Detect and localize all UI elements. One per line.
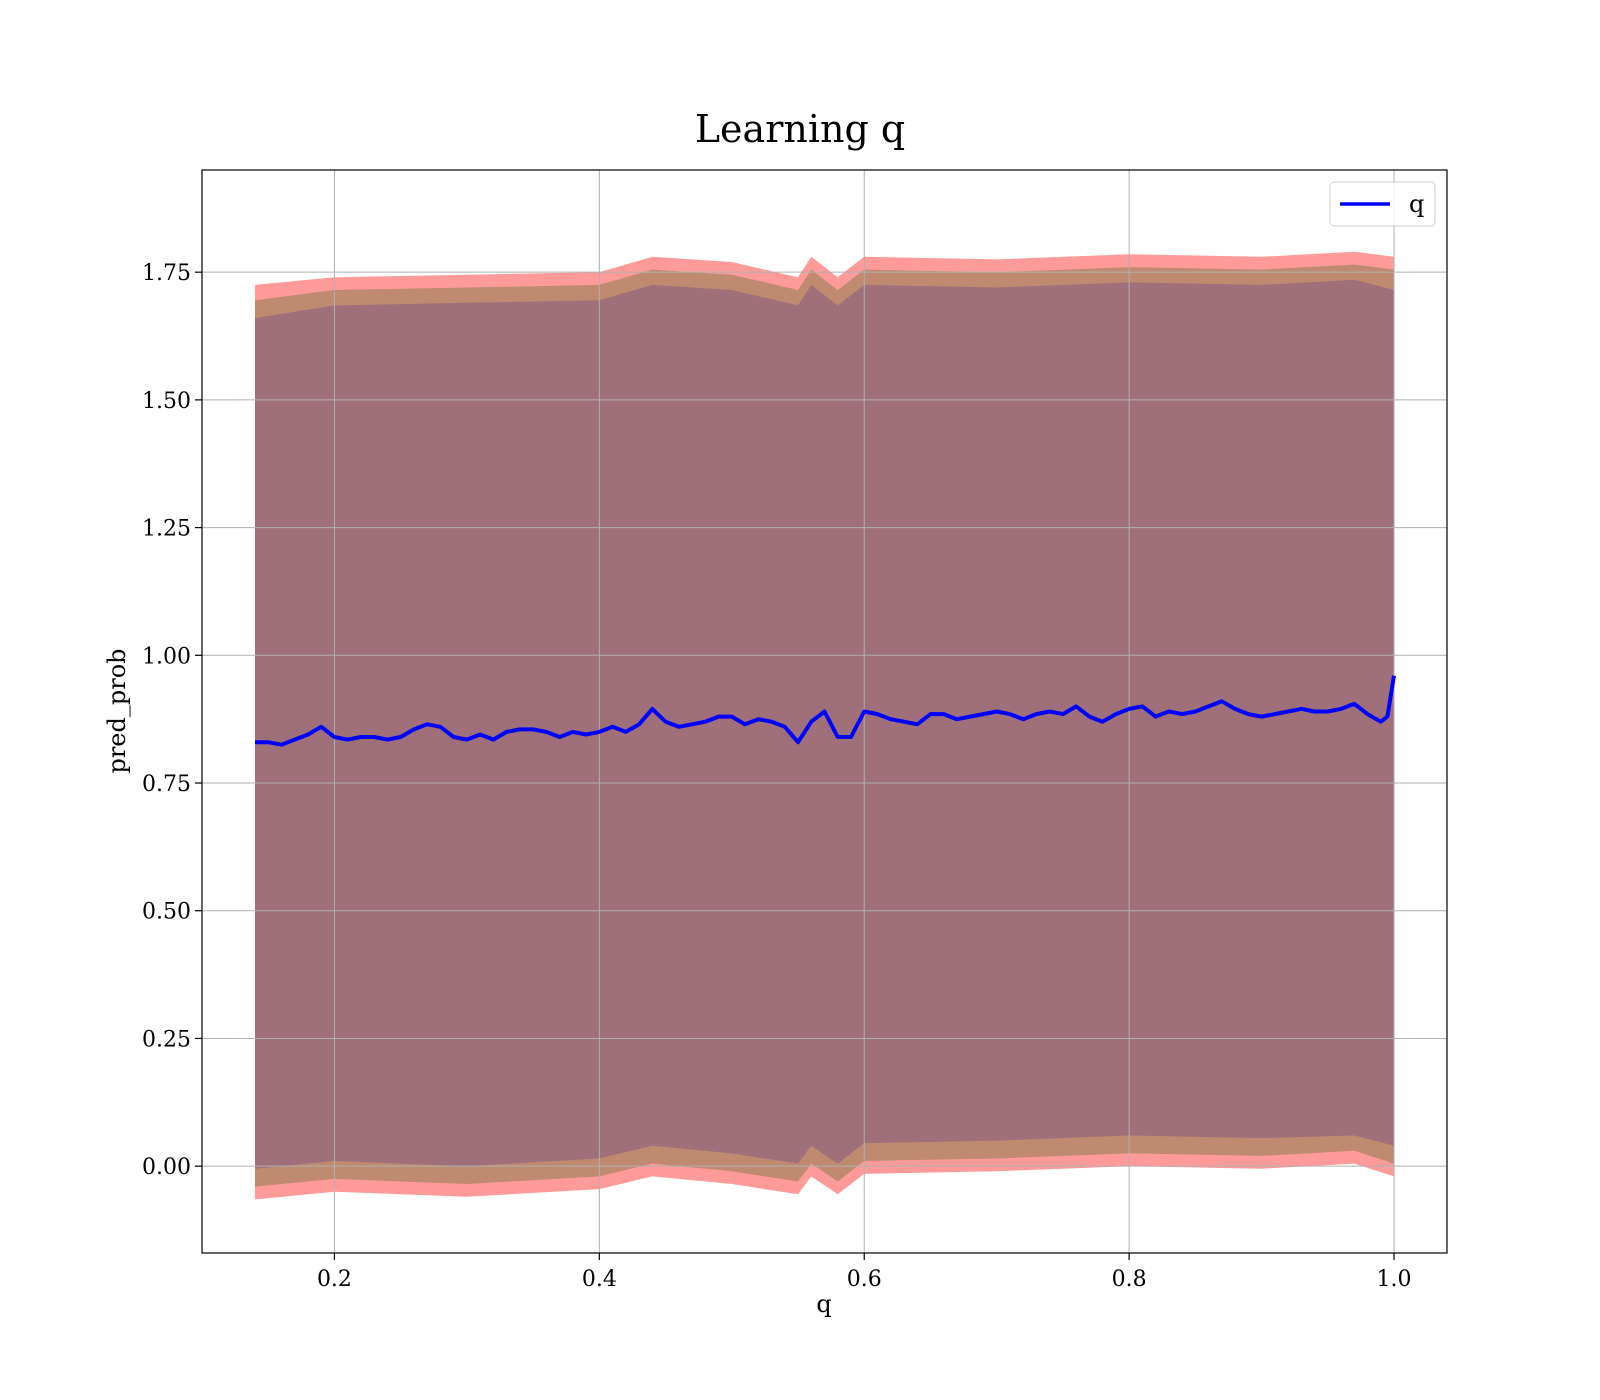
y-tick-label-1: 0.25 — [142, 1027, 191, 1052]
x-tick-label-1: 0.4 — [582, 1267, 617, 1292]
band-inner — [255, 279, 1394, 1169]
y-tick-label-5: 1.25 — [142, 517, 191, 542]
y-tick-label-4: 1.00 — [142, 644, 191, 669]
x-tick-label-0: 0.2 — [317, 1267, 352, 1292]
x-axis: 0.2 0.4 0.6 0.8 1.0 — [317, 1253, 1412, 1292]
x-tick-label-3: 0.8 — [1112, 1267, 1147, 1292]
x-axis-label: q — [816, 1290, 831, 1318]
chart-title: Learning q — [695, 107, 905, 151]
y-axis-label: pred_prob — [103, 648, 131, 773]
series-line-q — [255, 675, 1396, 747]
legend: q — [1329, 181, 1436, 227]
confidence-bands — [255, 251, 1394, 1200]
x-tick-label-4: 1.0 — [1377, 1267, 1412, 1292]
legend-label-q: q — [1409, 190, 1424, 218]
series-layer — [255, 675, 1396, 747]
plot-frame — [201, 169, 1448, 1254]
y-axis: 0.00 0.25 0.50 0.75 1.00 1.25 1.50 1.75 — [142, 261, 202, 1180]
grid — [202, 170, 1447, 1253]
y-tick-label-7: 1.75 — [142, 261, 191, 286]
y-tick-label-2: 0.50 — [142, 900, 191, 925]
x-tick-label-2: 0.6 — [847, 1267, 882, 1292]
y-tick-label-3: 0.75 — [142, 772, 191, 797]
y-tick-label-0: 0.00 — [142, 1155, 191, 1180]
y-tick-label-6: 1.50 — [142, 389, 191, 414]
